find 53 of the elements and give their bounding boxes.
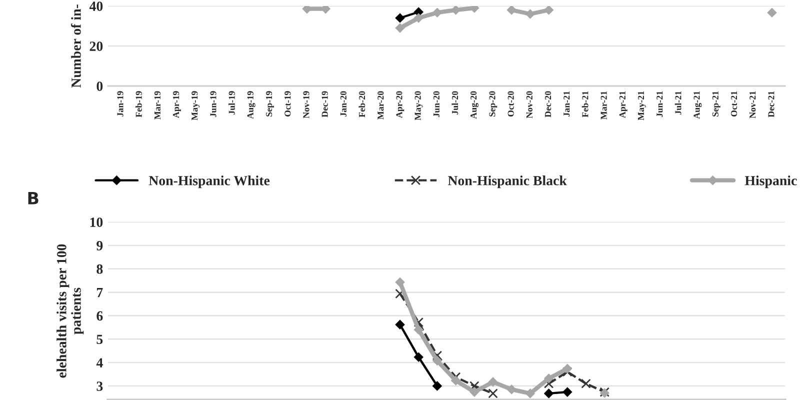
x-tick-label: Sep-20 [489, 91, 498, 116]
x-tick-label: Apr-20 [396, 91, 404, 118]
x-tick-label: Nov-21 [750, 91, 756, 118]
x-tick-label: Aug-21 [694, 91, 702, 119]
y-tick-label: 0 [96, 82, 103, 91]
x-tick-label: Mar-21 [600, 91, 607, 120]
x-tick-label: Nov-20 [526, 91, 532, 118]
y-tick-label: 8 [96, 264, 103, 274]
x-tick-label: Jun-19 [210, 91, 216, 118]
x-tick-label: Sep-19 [266, 91, 274, 116]
y-tick-label: 4 [96, 358, 103, 368]
legend-label: Non-Hispanic Black [448, 176, 567, 188]
y-axis-title: Number of in- [70, 4, 81, 88]
x-tick-label: May-21 [638, 91, 646, 120]
x-tick-label: Apr-19 [173, 91, 181, 118]
x-tick-label: Apr-21 [619, 91, 628, 118]
y-tick-label: 7 [96, 288, 103, 298]
y-axis-title: elehealth visits per 100 patients [56, 244, 84, 378]
x-tick-label: Dec-20 [544, 91, 552, 118]
x-tick-label: Jan-19 [117, 91, 124, 117]
legend-label: Non-Hispanic White [148, 176, 270, 188]
y-tick-label: 5 [96, 334, 103, 344]
y-tick-label: 6 [96, 311, 103, 321]
x-tick-label: May-19 [192, 91, 200, 120]
x-tick-label: Feb-20 [358, 91, 366, 118]
y-tick-label: 9 [96, 241, 103, 250]
x-tick-label: May-20 [414, 91, 423, 120]
y-tick-label: 3 [96, 382, 103, 391]
x-tick-label: Oct-20 [508, 91, 514, 116]
x-tick-label: Oct-21 [730, 91, 738, 116]
x-tick-label: Jul-21 [674, 91, 682, 115]
x-tick-label: Sep-21 [712, 91, 720, 116]
y-tick-label: 20 [90, 42, 103, 51]
x-tick-label: Dec-21 [768, 91, 774, 118]
x-tick-label: Jan-20 [340, 91, 346, 117]
x-tick-label: Jun-21 [656, 91, 663, 118]
x-tick-label: Mar-19 [154, 91, 160, 120]
x-tick-label: Jul-19 [228, 91, 235, 115]
x-tick-label: Nov-19 [303, 91, 310, 118]
x-tick-label: Jan-21 [564, 91, 570, 117]
x-tick-label: Jun-20 [433, 91, 440, 118]
legend-label: Hispanic [744, 176, 797, 188]
x-tick-label: Oct-19 [284, 91, 291, 116]
x-tick-label: Dec-19 [322, 91, 328, 118]
y-tick-label: 10 [90, 218, 103, 227]
x-tick-label: Mar-20 [378, 91, 384, 120]
x-tick-label: Feb-21 [582, 91, 588, 118]
x-tick-label: Feb-19 [136, 91, 142, 118]
x-tick-label: Jul-20 [452, 91, 458, 115]
y-tick-label: 40 [89, 2, 103, 11]
x-tick-label: Aug-19 [247, 91, 256, 119]
text: B [28, 192, 38, 204]
x-tick-label: Aug-20 [470, 91, 478, 119]
